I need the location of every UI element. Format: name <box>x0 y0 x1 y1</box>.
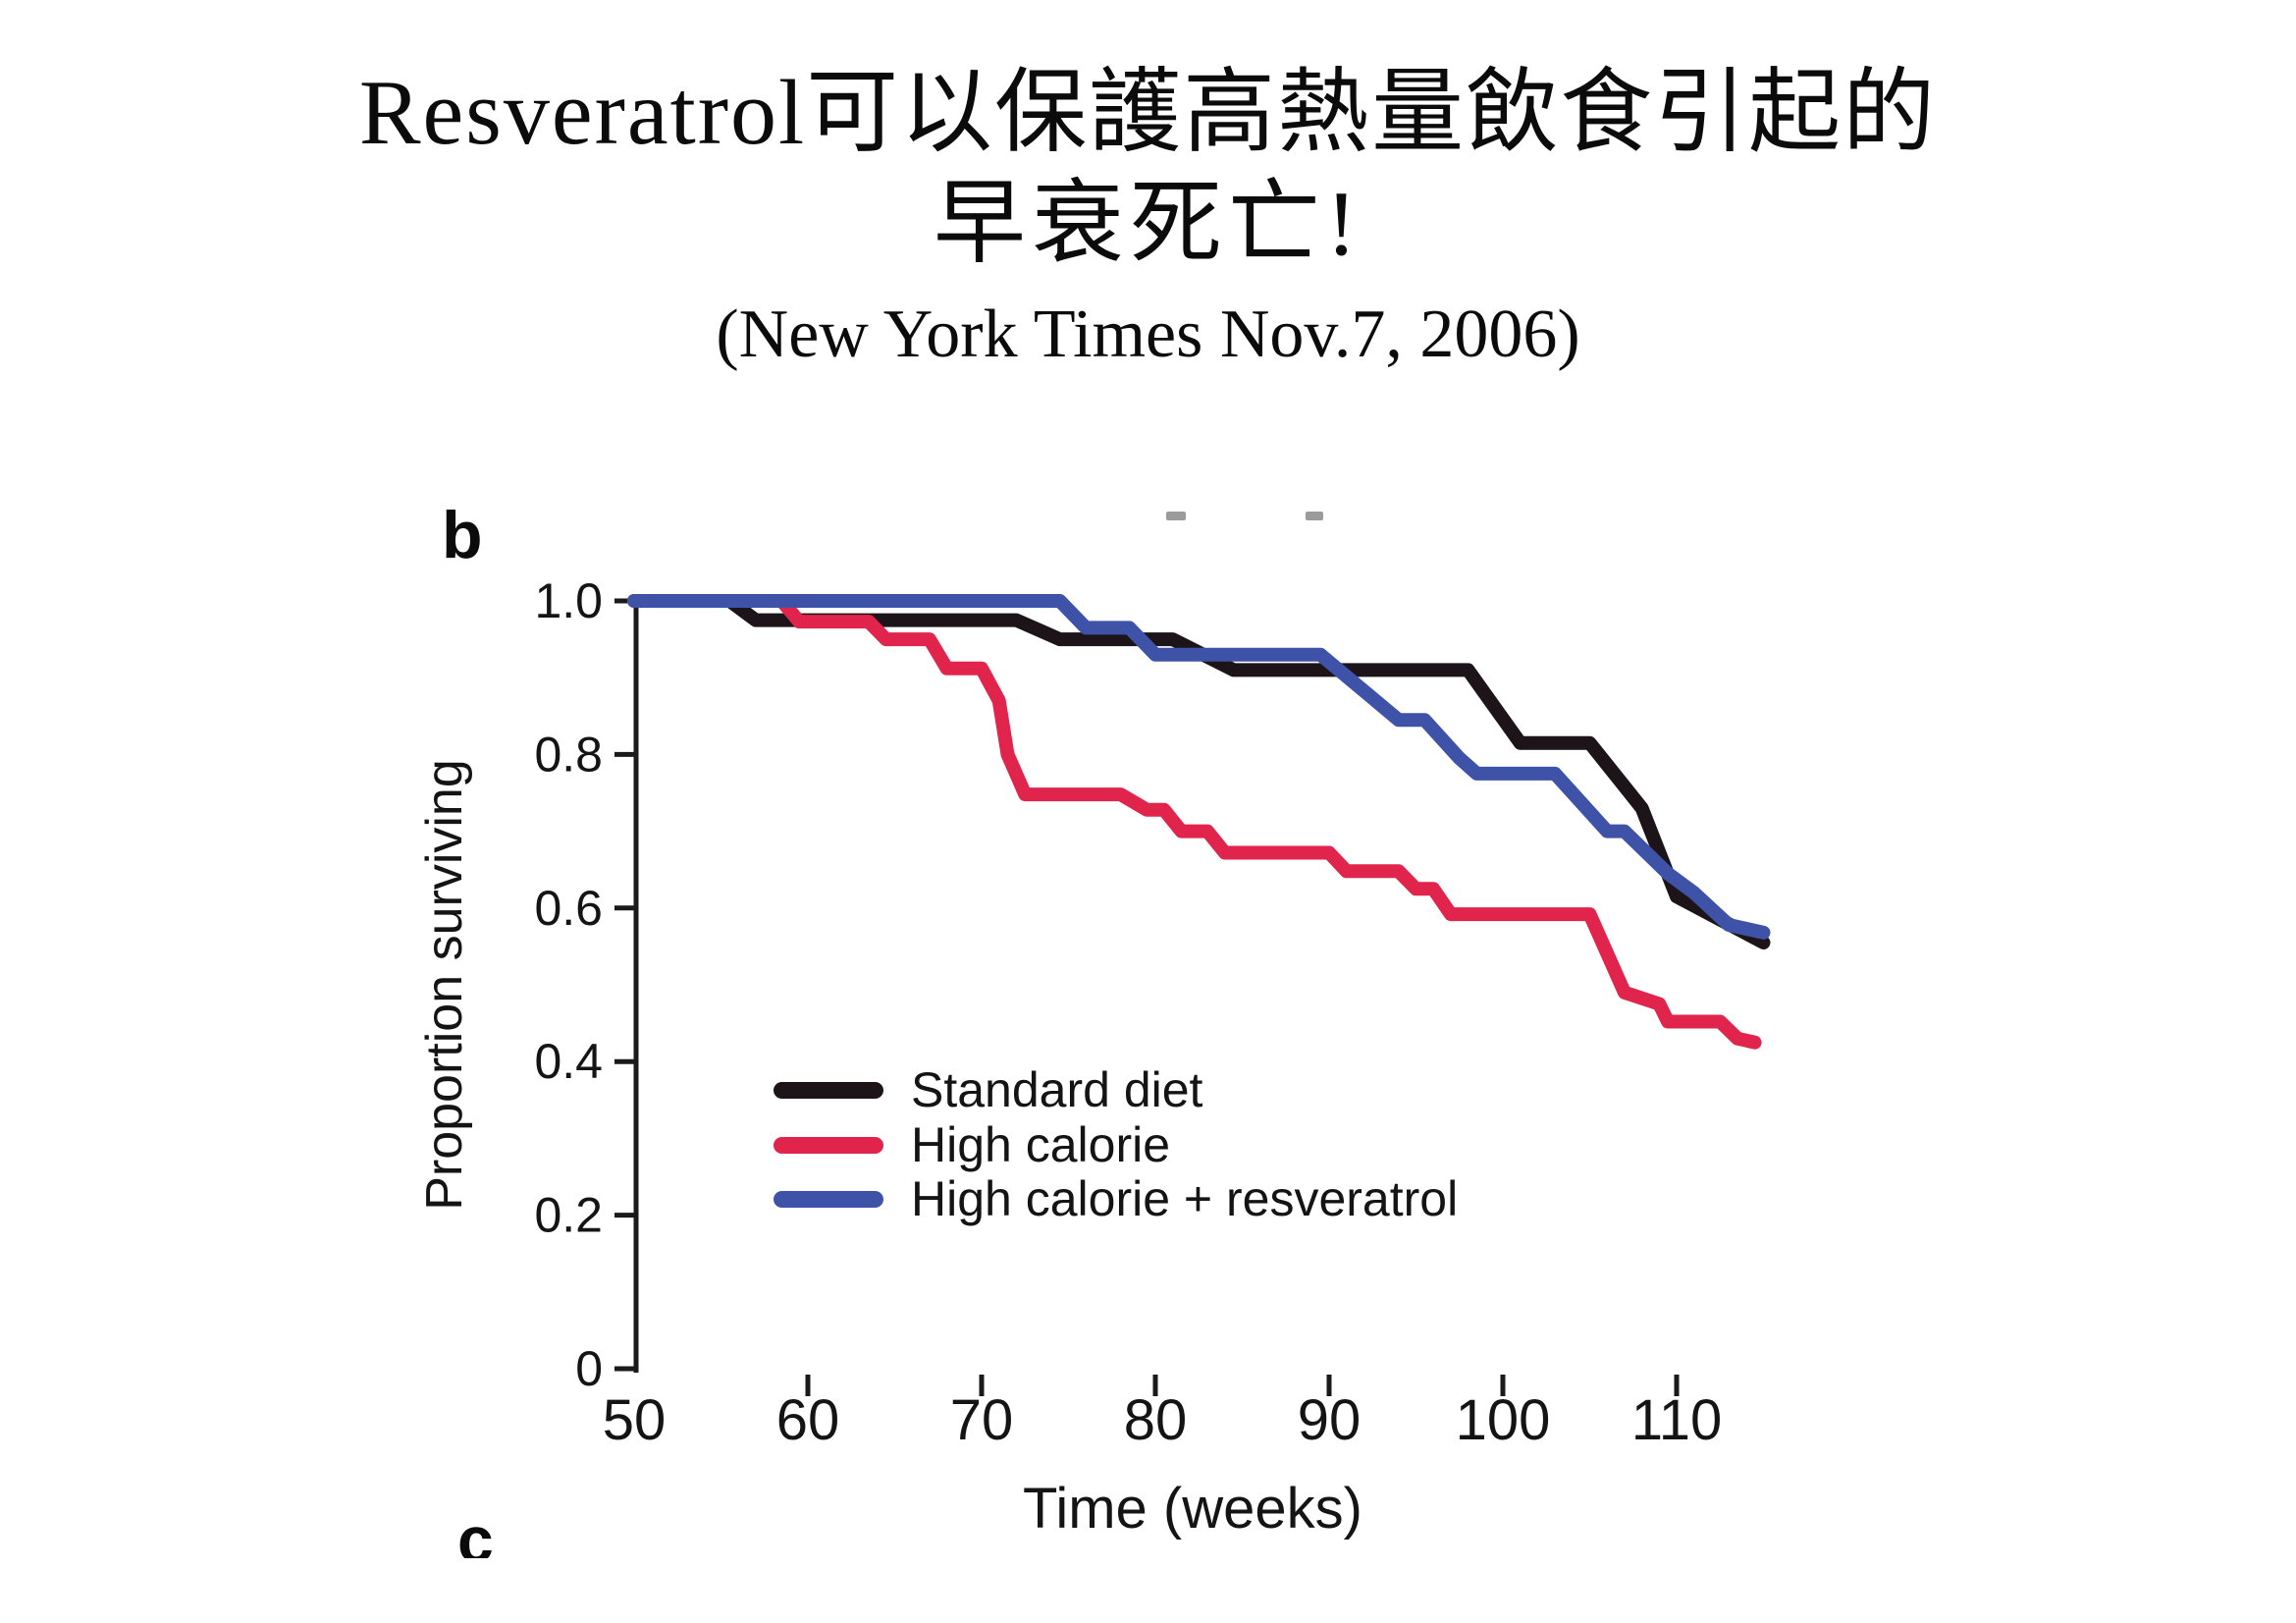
legend-swatch-high-calorie-resveratrol <box>774 1190 883 1208</box>
series-line-1 <box>627 594 1762 1050</box>
crop-artifact-dash <box>1166 512 1186 520</box>
legend-row-high-calorie: High calorie <box>774 1117 1657 1172</box>
x-tick-label: 60 <box>776 1388 840 1452</box>
y-axis: 0 0.2 0.4 0.6 0.8 1.0 <box>534 573 639 1396</box>
panel-label-b: b <box>442 498 483 572</box>
y-tick-label: 0.6 <box>534 881 603 936</box>
legend-swatch-high-calorie <box>774 1136 883 1154</box>
y-tick-label: 0.8 <box>534 727 603 782</box>
legend-row-standard-diet: Standard diet <box>774 1062 1657 1117</box>
y-tick-label: 0 <box>575 1341 603 1396</box>
x-axis-title: Time (weeks) <box>1023 1477 1362 1541</box>
partial-panel-label-c: c <box>457 1515 494 1558</box>
title-block: Resveratrol可以保護高熱量飲食引起的 早衰死亡! (New York … <box>0 57 2296 372</box>
y-tick-label: 1.0 <box>534 573 603 628</box>
x-tick-label: 110 <box>1631 1388 1722 1452</box>
legend-label-high-calorie: High calorie <box>911 1117 1171 1172</box>
legend-swatch-standard-diet <box>774 1081 883 1099</box>
x-tick-label: 90 <box>1298 1388 1362 1452</box>
x-tick-label: 80 <box>1124 1388 1188 1452</box>
y-tick-label: 0.2 <box>534 1188 603 1243</box>
series-line-2 <box>627 594 1771 940</box>
y-tick-label: 0.4 <box>534 1034 603 1089</box>
crop-artifact-dash <box>1306 512 1323 520</box>
x-axis: 50 60 70 80 90 100 110 <box>603 1375 1722 1452</box>
series-lines <box>627 594 1771 1050</box>
x-tick-label: 100 <box>1456 1388 1551 1452</box>
slide-title-line-2: 早衰死亡! <box>933 172 1363 275</box>
legend-label-high-calorie-resveratrol: High calorie + resveratrol <box>911 1171 1459 1226</box>
x-tick-label: 70 <box>950 1388 1014 1452</box>
x-tick-label: 50 <box>603 1388 667 1452</box>
legend-row-high-calorie-resveratrol: High calorie + resveratrol <box>774 1171 1657 1226</box>
slide-title-line-1: Resveratrol可以保護高熱量飲食引起的 <box>358 62 1938 164</box>
y-axis-title: Proportion surviving <box>416 759 473 1211</box>
legend-label-standard-diet: Standard diet <box>911 1062 1203 1117</box>
slide-subtitle: (New York Times Nov.7, 2006) <box>716 296 1580 372</box>
